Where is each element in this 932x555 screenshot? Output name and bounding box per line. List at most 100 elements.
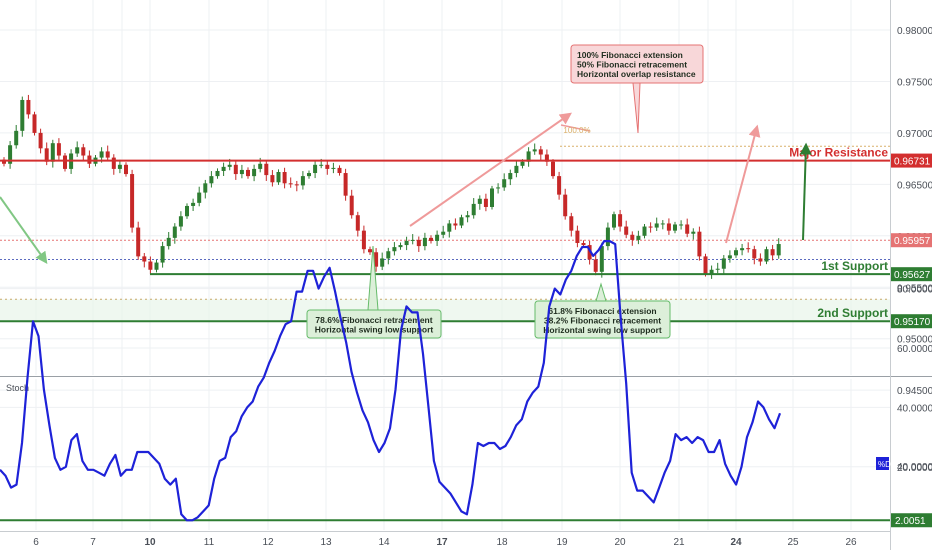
candle — [685, 218, 690, 238]
price-tick-label: 0.95500 — [897, 283, 932, 294]
candle — [221, 162, 226, 177]
candle — [746, 242, 751, 253]
candle — [270, 170, 275, 187]
candle-body — [227, 164, 232, 167]
candle-body — [465, 215, 470, 218]
candle — [124, 162, 128, 177]
candle — [203, 179, 208, 199]
price-tick-label: 0.97000 — [897, 129, 932, 140]
price-tick-label: 0.95000 — [897, 335, 932, 346]
time-tick-label: 24 — [730, 537, 742, 548]
candle — [532, 143, 537, 155]
candle-body — [605, 227, 610, 247]
candle-body — [691, 231, 696, 234]
time-tick-label: 25 — [787, 537, 799, 548]
time-tick-label: 21 — [673, 537, 685, 548]
candle — [551, 159, 555, 179]
pink-up-arrow-2 — [725, 124, 761, 244]
candle-body — [20, 99, 25, 131]
candle-body — [300, 176, 305, 186]
support1-callout-line-2: Horizontal swing low support — [315, 325, 434, 335]
stoch-label: Stoch — [6, 383, 29, 393]
candle-body — [636, 235, 641, 240]
candle-body — [483, 198, 488, 207]
dark-green-up-arrow — [799, 142, 812, 241]
candle-body — [99, 151, 104, 158]
candle — [386, 247, 391, 265]
stoch-level-tag-bg — [891, 513, 932, 528]
candle-body — [197, 192, 202, 203]
candle-body — [557, 176, 562, 195]
stoch-tick-label: 20.0000 — [897, 463, 932, 474]
candle-body — [142, 256, 147, 262]
candle — [130, 169, 135, 233]
candle — [410, 234, 415, 245]
candle-body — [105, 151, 110, 158]
candle — [569, 212, 574, 237]
candle-body — [404, 240, 409, 246]
candle — [307, 170, 311, 179]
candle — [502, 173, 507, 191]
candle-body — [32, 114, 37, 133]
candle-body — [178, 216, 183, 227]
candle — [191, 198, 196, 212]
price-tag: 0.95627 — [891, 267, 932, 282]
candle-body — [630, 234, 635, 240]
candle-body — [752, 249, 757, 259]
candle-body — [124, 164, 128, 175]
candle-body — [581, 243, 586, 246]
candle — [758, 253, 763, 266]
candle-body — [319, 164, 324, 166]
candle — [349, 189, 354, 219]
candle — [599, 242, 604, 278]
resistance-callout-tail — [632, 82, 641, 134]
candle-body — [392, 247, 397, 252]
candle — [459, 214, 464, 229]
candle — [636, 230, 641, 245]
candle-body — [435, 234, 440, 241]
stoch-line — [0, 240, 782, 522]
candle — [282, 167, 287, 189]
candle — [355, 211, 360, 237]
candle-body — [63, 155, 67, 169]
candle — [441, 225, 446, 239]
candle — [642, 223, 647, 239]
candle — [239, 164, 244, 179]
level-label-1: Major Resistance — [789, 146, 888, 160]
candle-body — [575, 230, 580, 244]
time-axis: 6 7 10 11 12 13 14 17 18 19 20 21 24 25 26 — [33, 537, 857, 548]
candle-body — [191, 202, 196, 206]
candle-body — [496, 187, 501, 189]
candle — [215, 168, 220, 179]
candle-body — [313, 164, 318, 174]
support2-callout-tail — [595, 282, 607, 302]
level-label-2: 1st Support — [821, 259, 888, 273]
candle — [490, 185, 494, 210]
candle-body — [441, 231, 446, 235]
candle-body — [508, 173, 513, 180]
candle-body — [117, 164, 122, 169]
candle — [697, 226, 702, 261]
time-tick-label: 19 — [556, 537, 568, 548]
candle-body — [429, 237, 433, 241]
stoch-level-tag-text: 2.0051 — [895, 516, 926, 527]
time-tick-label: 17 — [436, 537, 448, 548]
price-tick-label: 0.96500 — [897, 180, 932, 191]
candle — [624, 220, 629, 239]
candle — [514, 160, 519, 178]
candle — [178, 211, 183, 231]
candle — [26, 94, 31, 119]
candle — [2, 157, 6, 167]
candle — [587, 240, 592, 265]
stoch-current-value: 40.0000 — [897, 462, 932, 473]
candle-body — [221, 166, 226, 171]
price-tag-bg — [891, 314, 932, 329]
candle — [593, 253, 598, 276]
candle — [727, 250, 732, 263]
candle-body — [81, 147, 86, 156]
second-support-zone — [0, 299, 890, 322]
candle — [605, 222, 610, 251]
